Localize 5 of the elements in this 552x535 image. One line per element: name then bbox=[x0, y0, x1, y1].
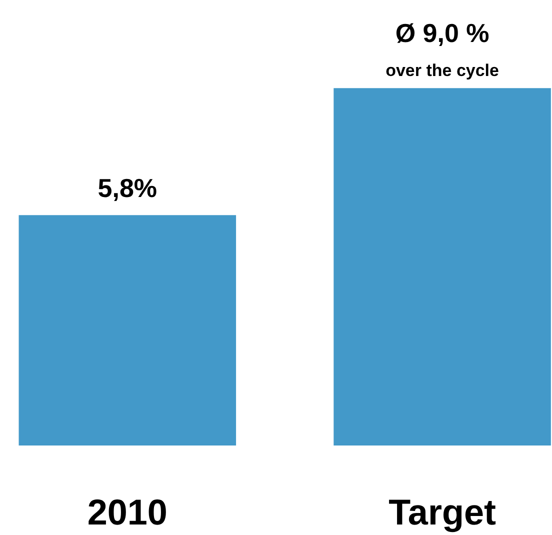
annotation: over the cycle bbox=[386, 61, 499, 80]
data-label: 5,8% bbox=[98, 173, 158, 204]
data-label: Ø 9,0 % bbox=[395, 18, 490, 48]
x-tick-label: Target bbox=[388, 492, 496, 532]
x-tick-label: 2010 bbox=[87, 492, 168, 532]
